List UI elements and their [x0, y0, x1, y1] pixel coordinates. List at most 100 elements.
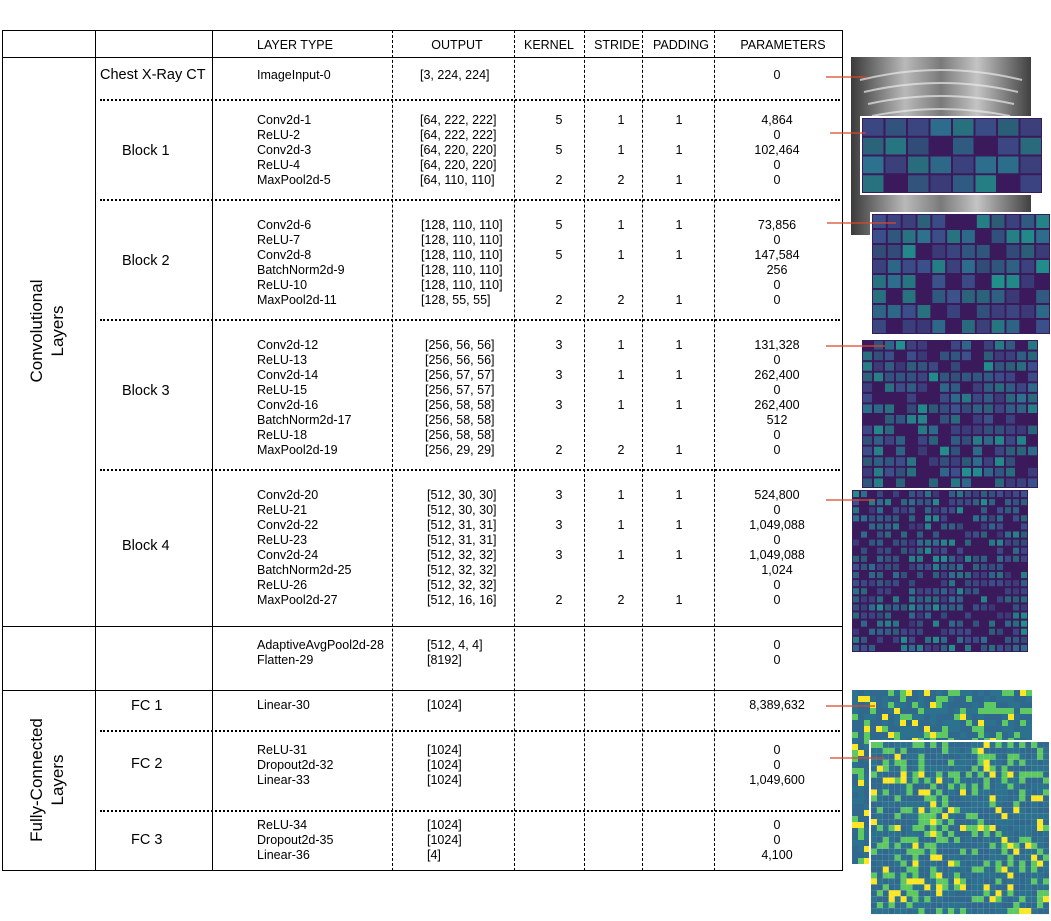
layer-params: 0 — [773, 353, 781, 367]
fc2-activation-map-cell — [948, 807, 955, 814]
fc2-activation-map-cell — [882, 825, 889, 831]
fc1-activation-map-cell — [900, 702, 906, 708]
fc2-activation-map-cell — [1019, 902, 1026, 909]
fc2-activation-map-cell — [900, 831, 907, 837]
fc1-activation-map-cell — [882, 696, 888, 702]
block3-feature-maps-cell — [1017, 425, 1026, 435]
fc2-activation-map-cell — [965, 801, 972, 808]
fc2-activation-map-cell — [977, 842, 984, 849]
table-right-border — [842, 30, 843, 871]
fc2-activation-map-cell — [888, 783, 895, 790]
block2-feature-maps-cell — [873, 260, 886, 273]
fc2-activation-map-cell — [924, 884, 931, 891]
fc2-activation-map-cell — [918, 896, 925, 903]
block4-feature-maps-cell — [965, 604, 971, 611]
block4-feature-maps-cell — [1005, 628, 1011, 635]
block3-feature-maps-cell — [940, 341, 949, 350]
fc2-activation-map-cell — [906, 842, 913, 849]
fc1-activation-map-cell — [852, 852, 858, 858]
block4-feature-maps-cell — [949, 531, 955, 538]
fc2-activation-map-cell — [900, 742, 907, 748]
block4-feature-maps-cell — [853, 580, 859, 587]
layer-output: [1024] — [427, 773, 462, 787]
fc2-activation-map-cell — [983, 908, 990, 915]
fc1-activation-map-cell — [894, 732, 900, 738]
fc2-activation-map-cell — [954, 807, 960, 814]
fc2-activation-map-cell — [1037, 753, 1044, 760]
block4-feature-maps-cell — [949, 499, 955, 506]
fc1-activation-map-cell — [912, 708, 918, 714]
fc2-activation-map-cell — [948, 872, 955, 879]
fc2-activation-map-cell — [942, 831, 949, 837]
fc2-activation-map-cell — [912, 890, 919, 897]
layer-name: Dropout2d-35 — [257, 833, 334, 847]
block4-feature-maps-cell — [1021, 596, 1027, 603]
block4-feature-maps-cell — [917, 612, 923, 619]
block3-feature-maps-cell — [863, 436, 872, 445]
fc2-activation-map-cell — [965, 742, 972, 748]
fc2-activation-map-cell — [995, 890, 1002, 897]
fc2-activation-map-cell — [906, 759, 913, 766]
fc2-activation-map-cell — [977, 813, 984, 820]
fc2-activation-map-cell — [900, 795, 907, 802]
block2-feature-maps-cell — [873, 320, 886, 333]
fc1-activation-map-cell — [978, 714, 984, 720]
block3-feature-maps-cell — [1028, 372, 1037, 382]
block4-feature-maps — [852, 490, 1028, 652]
block3-feature-maps-cell — [863, 341, 872, 350]
layer-name: ReLU-34 — [257, 818, 308, 832]
block4-feature-maps-cell — [989, 628, 995, 635]
fc1-activation-map-cell — [1020, 696, 1026, 702]
xray-rib — [859, 69, 1023, 81]
fc2-activation-map-cell — [948, 783, 955, 790]
block3-feature-maps-cell — [984, 383, 993, 392]
fc2-activation-map-cell — [888, 753, 895, 760]
block3-feature-maps-cell — [1006, 383, 1015, 392]
block4-feature-maps-cell — [941, 563, 947, 570]
pool-section-top — [2, 626, 843, 627]
fc2-activation-map-cell — [1025, 765, 1032, 772]
fc1-activation-map-cell — [858, 762, 864, 768]
fc1-activation-map-cell — [1002, 732, 1008, 738]
block4-feature-maps-cell — [877, 555, 883, 562]
fc2-activation-map-cell — [1031, 902, 1038, 909]
fc2-activation-map-cell — [936, 813, 943, 820]
fc2-activation-map-cell — [894, 872, 901, 879]
fc2-activation-map-cell — [871, 807, 877, 814]
block3-feature-maps-cell — [973, 362, 982, 371]
fc2-activation-map-cell — [983, 813, 990, 820]
fc2-activation-map-cell — [1019, 789, 1026, 796]
fc2-activation-map-cell — [936, 878, 943, 885]
fc1-activation-map-cell — [924, 690, 930, 696]
block2-feature-maps-cell — [1021, 260, 1035, 273]
fc2-activation-map-cell — [936, 783, 943, 790]
fc2-activation-map-cell — [965, 902, 972, 909]
block4-feature-maps-cell — [933, 531, 939, 538]
fc1-activation-map-cell — [996, 708, 1002, 714]
block4-feature-maps-cell — [909, 491, 915, 498]
fc1-activation-map-cell — [996, 696, 1002, 702]
fc1-activation-map-cell — [966, 714, 972, 720]
fc2-activation-map-cell — [930, 836, 937, 843]
fc2-activation-map-cell — [1007, 771, 1014, 778]
fc1-activation-map-cell — [888, 708, 894, 714]
block3-feature-maps-cell — [973, 393, 982, 403]
block2-feature-maps-cell — [1021, 290, 1035, 303]
fc2-activation-map-cell — [989, 831, 996, 837]
block3-feature-maps-cell — [984, 372, 993, 382]
fc2-activation-map-cell — [924, 825, 931, 831]
fc1-activation-map-cell — [852, 828, 858, 834]
block4-feature-maps-cell — [925, 555, 931, 562]
fc2-activation-map-cell — [871, 783, 877, 790]
block1-feature-maps-cell — [1020, 119, 1041, 136]
block4-feature-maps-cell — [933, 563, 939, 570]
fc2-activation-map-cell — [1019, 747, 1026, 754]
fc2-activation-map-cell — [912, 872, 919, 879]
fc2-activation-map-cell — [989, 771, 996, 778]
block4-feature-maps-cell — [893, 604, 899, 611]
block2-feature-maps-cell — [873, 305, 886, 318]
block4-feature-maps-cell — [941, 499, 947, 506]
fc2-activation-map-cell — [924, 872, 931, 879]
fc2-activation-map-cell — [894, 747, 901, 754]
layer-name: ReLU-31 — [257, 743, 308, 757]
